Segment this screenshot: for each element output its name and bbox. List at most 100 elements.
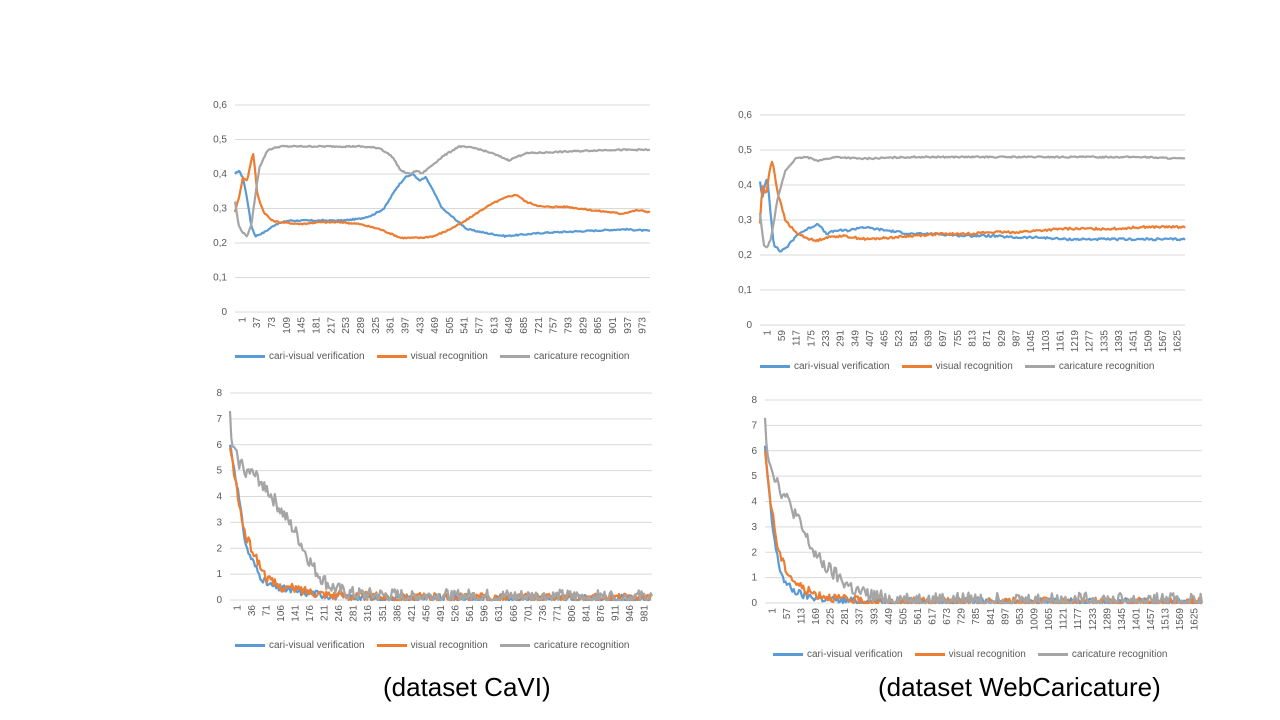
series-line-cari-visual-verification [758,178,1186,253]
y-tick-label: 6 [216,440,222,451]
x-tick-label: 117 [792,330,803,346]
x-tick-label: 841 [986,608,997,625]
x-tick-label: 876 [596,605,607,622]
x-tick-label: 141 [290,605,301,622]
x-tick-label: 386 [392,605,403,622]
x-tick-label: 561 [913,608,924,625]
x-tick-label: 806 [567,605,578,622]
x-tick-label: 577 [475,317,486,334]
x-tick-label: 1219 [1070,330,1081,353]
x-tick-label: 1625 [1173,330,1184,353]
x-tick-label: 1513 [1161,608,1172,631]
legend-swatch-blue [235,355,265,358]
x-tick-label: 246 [334,605,345,622]
y-tick-label: 8 [216,388,222,399]
legend-swatch-orange [914,653,945,656]
y-tick-label: 5 [216,466,222,477]
x-tick-label: 871 [982,330,993,347]
legend-swatch-gray [1037,653,1068,656]
legend: cari-visual verification visual recognit… [760,361,1166,372]
y-tick-label: 0,2 [738,250,752,261]
chart-webcari-accuracy: 0 0,1 0,2 0,3 0,4 0,5 0,6 1 59 117 175 233 291 349 407… [725,105,1200,380]
chart-cavi-accuracy: 0 0,1 0,2 0,3 0,4 0,5 0,6 1 37 73 109 145 181 217 253 2… [200,95,665,370]
x-tick-label: 596 [480,605,491,622]
x-tick-label: 217 [326,317,337,334]
x-tick-label: 59 [777,330,788,342]
x-tick-label: 1233 [1088,608,1099,631]
legend-swatch-gray [499,644,530,647]
x-tick-label: 106 [276,605,287,622]
x-tick-label: 361 [386,317,397,334]
x-tick-label: 491 [436,605,447,622]
x-tick-label: 987 [1011,330,1022,347]
y-tick-label: 3 [751,522,757,533]
x-tick-label: 397 [400,317,411,334]
legend-item-cari-visual: cari-visual verification [235,351,365,362]
legend-swatch-blue [760,365,790,368]
x-tick-label: 649 [504,317,515,334]
series-line-caricature-recognition [233,144,651,238]
x-tick-label: 281 [349,605,360,622]
x-tick-label: 1009 [1029,608,1040,631]
x-tick-label: 456 [421,605,432,622]
legend-label: caricature recognition [533,640,630,651]
y-tick-label: 0,5 [213,135,227,146]
x-tick-label: 1161 [1055,330,1066,352]
series-line-cari-visual-verification [763,445,1203,605]
x-tick-label: 841 [582,605,593,622]
y-tick-label: 0 [216,595,222,606]
x-tick-label: 1569 [1175,608,1186,631]
x-tick-label: 613 [489,317,500,334]
y-tick-label: 8 [751,395,757,406]
x-tick-label: 393 [869,608,880,625]
x-tick-label: 1393 [1114,330,1125,353]
legend-item-caricature: caricature recognition [499,351,629,362]
caption-webcaricature: (dataset WebCaricature) [878,672,1161,702]
x-tick-label: 1277 [1085,330,1096,353]
x-tick-label: 897 [1000,608,1011,625]
x-tick-label: 829 [578,317,589,334]
x-tick-label: 865 [593,317,604,334]
legend-label: cari-visual verification [269,640,365,651]
x-tick-label: 581 [909,330,920,347]
series-line-visual-recognition [233,153,651,240]
x-tick-label: 421 [407,605,418,622]
legend-label: caricature recognition [1071,649,1168,660]
legend-item-visual: visual recognition [376,351,488,362]
x-tick-label: 337 [855,608,866,625]
legend-label: cari-visual verification [794,361,890,372]
y-tick-label: 0,3 [738,215,752,226]
x-tick-label: 145 [297,317,308,334]
x-tick-label: 701 [523,605,534,622]
legend-item-cari-visual: cari-visual verification [235,640,365,651]
y-tick-label: 0,1 [213,273,227,284]
x-tick-label: 911 [611,605,622,621]
x-tick-label: 666 [509,605,520,622]
x-tick-label: 929 [997,330,1008,347]
x-tick-label: 465 [880,330,891,347]
x-tick-label: 937 [623,317,634,334]
legend-item-caricature: caricature recognition [1037,649,1168,660]
x-tick-label: 1567 [1158,330,1169,353]
x-tick-label: 1345 [1117,608,1128,631]
x-tick-label: 757 [549,317,560,334]
legend-swatch-orange [376,355,407,358]
x-tick-label: 469 [430,317,441,334]
x-tick-label: 225 [826,608,837,625]
x-tick-label: 526 [451,605,462,622]
legend-label: visual recognition [935,361,1013,372]
chart-cavi-accuracy-svg: 0 0,1 0,2 0,3 0,4 0,5 0,6 1 37 73 109 145 181 217 253 2… [213,100,651,334]
chart-webcari-loss-svg: 0 1 2 3 4 5 6 7 8 1 57 113 169 225 281 337 393 449 505 561 6… [751,395,1204,631]
legend-swatch-gray [499,355,530,358]
y-tick-label: 3 [216,517,222,528]
x-tick-label: 505 [445,317,456,334]
series-line-visual-recognition [758,160,1186,243]
legend-item-caricature: caricature recognition [499,640,630,651]
y-tick-label: 0,4 [738,180,752,191]
x-tick-label: 1065 [1044,608,1055,631]
legend: cari-visual verification visual recognit… [235,640,641,651]
x-tick-label: 953 [1015,608,1026,625]
y-tick-label: 0,6 [213,100,227,111]
x-tick-label: 57 [782,608,793,620]
legend: cari-visual verification visual recognit… [773,649,1179,660]
